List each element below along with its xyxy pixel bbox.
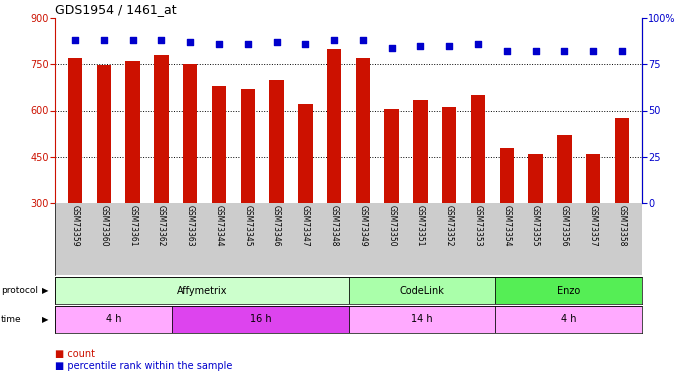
- Point: [156, 37, 167, 43]
- Point: [300, 41, 311, 47]
- Bar: [500, 147, 514, 203]
- Point: [559, 48, 570, 54]
- Bar: [349, 277, 495, 304]
- Bar: [413, 100, 428, 203]
- Point: [616, 48, 627, 54]
- Point: [214, 41, 224, 47]
- Bar: [349, 306, 495, 333]
- Point: [444, 43, 455, 49]
- Bar: [97, 65, 111, 203]
- Text: GSM73345: GSM73345: [243, 205, 252, 247]
- Text: GSM73346: GSM73346: [272, 205, 281, 247]
- Bar: [212, 86, 226, 203]
- Point: [328, 37, 339, 43]
- Point: [127, 37, 138, 43]
- Text: ▶: ▶: [42, 286, 49, 295]
- Point: [99, 37, 109, 43]
- Text: CodeLink: CodeLink: [399, 285, 444, 296]
- Text: Affymetrix: Affymetrix: [177, 285, 227, 296]
- Text: 14 h: 14 h: [411, 315, 432, 324]
- Text: time: time: [1, 315, 21, 324]
- Text: GSM73363: GSM73363: [186, 205, 194, 247]
- Bar: [442, 107, 456, 203]
- Text: GSM73354: GSM73354: [503, 205, 511, 247]
- Bar: [154, 55, 169, 203]
- Bar: [55, 306, 173, 333]
- Text: GSM73358: GSM73358: [617, 205, 626, 247]
- Text: GSM73348: GSM73348: [330, 205, 339, 247]
- Point: [242, 41, 253, 47]
- Text: GSM73360: GSM73360: [99, 205, 108, 247]
- Bar: [528, 154, 543, 203]
- Text: GSM73351: GSM73351: [416, 205, 425, 247]
- Point: [185, 39, 196, 45]
- Text: 16 h: 16 h: [250, 315, 271, 324]
- Text: GSM73344: GSM73344: [214, 205, 224, 247]
- Point: [501, 48, 512, 54]
- Bar: [241, 89, 255, 203]
- Text: 4 h: 4 h: [106, 315, 122, 324]
- Bar: [183, 64, 197, 203]
- Bar: [495, 277, 642, 304]
- Point: [386, 45, 397, 51]
- Bar: [173, 306, 349, 333]
- Text: GSM73362: GSM73362: [157, 205, 166, 247]
- Text: GSM73353: GSM73353: [473, 205, 483, 247]
- Text: ■ percentile rank within the sample: ■ percentile rank within the sample: [55, 361, 233, 371]
- Text: Enzo: Enzo: [557, 285, 580, 296]
- Point: [358, 37, 369, 43]
- Text: ■ count: ■ count: [55, 349, 95, 359]
- Point: [530, 48, 541, 54]
- Text: 4 h: 4 h: [561, 315, 577, 324]
- Text: GSM73356: GSM73356: [560, 205, 568, 247]
- Bar: [384, 109, 399, 203]
- Text: GSM73352: GSM73352: [445, 205, 454, 247]
- Text: GSM73355: GSM73355: [531, 205, 540, 247]
- Bar: [68, 58, 82, 203]
- Bar: [356, 58, 370, 203]
- Point: [473, 41, 483, 47]
- Point: [588, 48, 598, 54]
- Bar: [586, 154, 600, 203]
- Text: GDS1954 / 1461_at: GDS1954 / 1461_at: [55, 3, 177, 16]
- Text: GSM73350: GSM73350: [387, 205, 396, 247]
- Text: GSM73349: GSM73349: [358, 205, 367, 247]
- Text: GSM73357: GSM73357: [589, 205, 598, 247]
- Text: GSM73361: GSM73361: [129, 205, 137, 247]
- Bar: [615, 118, 629, 203]
- Point: [271, 39, 282, 45]
- Text: ▶: ▶: [42, 315, 49, 324]
- Text: GSM73347: GSM73347: [301, 205, 310, 247]
- Bar: [327, 49, 341, 203]
- Bar: [55, 277, 349, 304]
- Point: [70, 37, 81, 43]
- Bar: [269, 80, 284, 203]
- Bar: [557, 135, 571, 203]
- Bar: [471, 95, 485, 203]
- Bar: [298, 104, 313, 203]
- Text: protocol: protocol: [1, 286, 37, 295]
- Bar: [126, 60, 140, 203]
- Bar: [495, 306, 642, 333]
- Text: GSM73359: GSM73359: [71, 205, 80, 247]
- Point: [415, 43, 426, 49]
